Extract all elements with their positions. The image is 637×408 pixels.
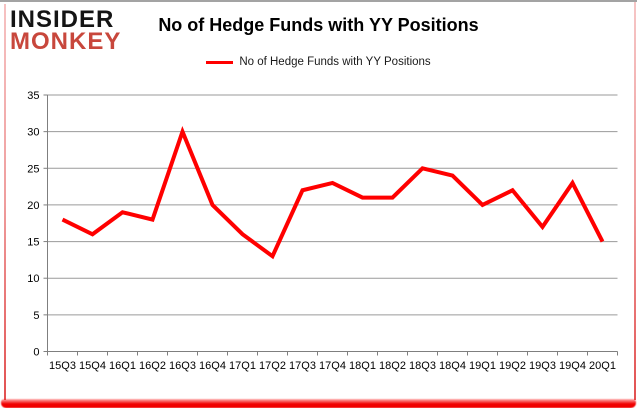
- svg-text:17Q2: 17Q2: [259, 360, 286, 372]
- svg-text:17Q3: 17Q3: [289, 360, 316, 372]
- card-right-border: [634, 2, 636, 400]
- card-left-border: [4, 4, 6, 400]
- logo-text-monkey: MONKEY: [10, 27, 122, 55]
- svg-text:17Q1: 17Q1: [229, 360, 256, 372]
- svg-text:30: 30: [27, 127, 39, 139]
- svg-text:20Q1: 20Q1: [589, 360, 616, 372]
- logo-text-insider: INSIDER: [10, 6, 115, 33]
- chart-title: No of Hedge Funds with YY Positions: [158, 15, 479, 35]
- chart-legend: No of Hedge Funds with YY Positions: [0, 56, 637, 68]
- legend-line-swatch: [206, 60, 234, 64]
- svg-text:17Q4: 17Q4: [319, 360, 346, 372]
- svg-text:19Q4: 19Q4: [559, 360, 586, 372]
- svg-text:19Q3: 19Q3: [529, 360, 556, 372]
- svg-text:18Q4: 18Q4: [439, 360, 466, 372]
- svg-text:15: 15: [27, 237, 39, 249]
- svg-text:10: 10: [27, 273, 39, 285]
- insider-monkey-logo: INSIDER MONKEY: [10, 6, 122, 55]
- svg-text:0: 0: [33, 347, 39, 359]
- card-top-border: [0, 0, 637, 2]
- svg-text:19Q1: 19Q1: [469, 360, 496, 372]
- svg-text:35: 35: [27, 90, 39, 102]
- svg-text:19Q2: 19Q2: [499, 360, 526, 372]
- svg-text:18Q1: 18Q1: [349, 360, 376, 372]
- svg-text:5: 5: [33, 310, 39, 322]
- svg-text:16Q4: 16Q4: [199, 360, 226, 372]
- svg-text:16Q3: 16Q3: [169, 360, 196, 372]
- card-bottom-shadow: [1, 399, 636, 408]
- svg-text:18Q3: 18Q3: [409, 360, 436, 372]
- svg-text:25: 25: [27, 163, 39, 175]
- svg-text:15Q4: 15Q4: [79, 360, 106, 372]
- svg-text:15Q3: 15Q3: [49, 360, 76, 372]
- svg-text:16Q1: 16Q1: [109, 360, 136, 372]
- svg-text:18Q2: 18Q2: [379, 360, 406, 372]
- svg-text:20: 20: [27, 200, 39, 212]
- svg-text:16Q2: 16Q2: [139, 360, 166, 372]
- legend-label: No of Hedge Funds with YY Positions: [239, 56, 431, 68]
